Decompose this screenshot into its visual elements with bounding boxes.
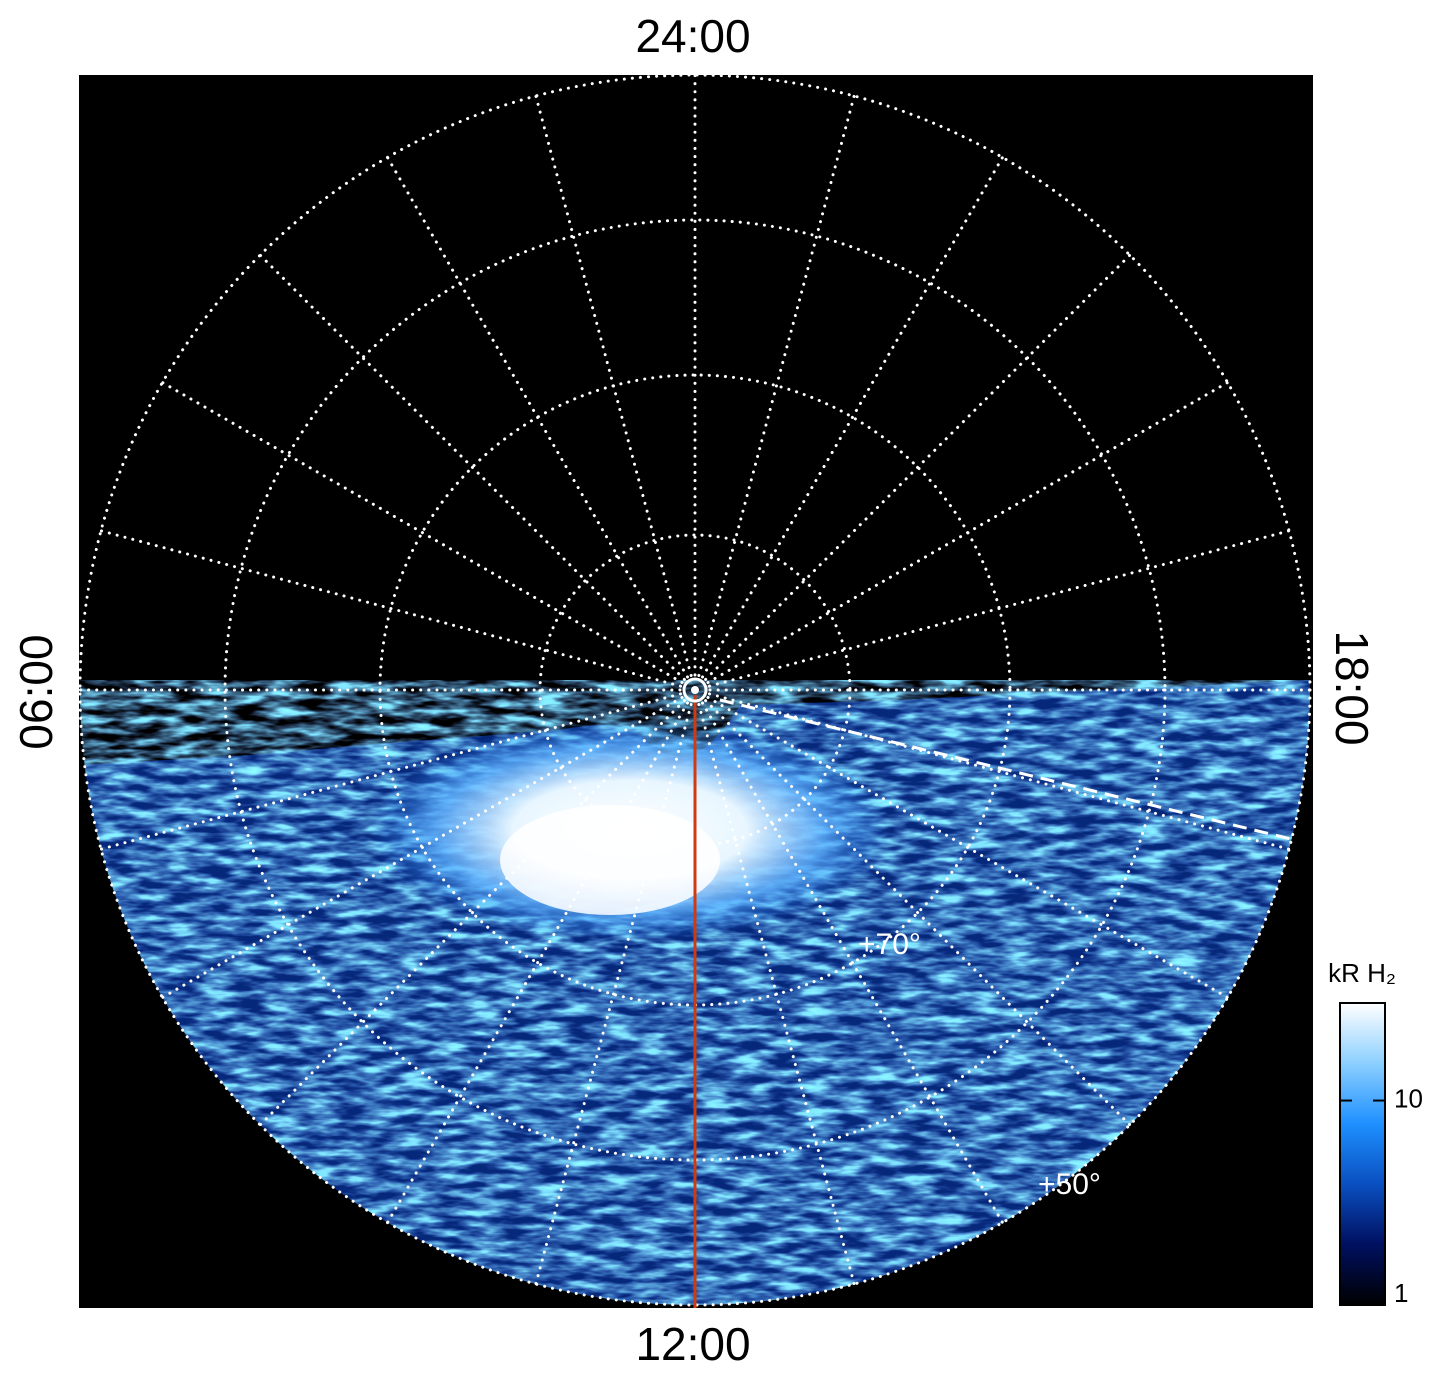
meridian [386,155,689,679]
meridian [534,94,693,678]
meridian [697,702,856,1286]
colorbar-tick-label: 10 [1394,1083,1423,1113]
meridian [704,699,1132,1127]
time-label: 12:00 [635,1318,750,1370]
meridian [99,692,683,851]
meridian [701,701,1004,1225]
meridian [160,696,684,999]
meridian [258,253,686,681]
colorbar [1339,1002,1386,1306]
meridian [534,702,693,1286]
meridian [707,692,1291,851]
meridian [706,381,1230,684]
meridian [99,529,683,688]
meridian [386,701,689,1225]
colorbar-ticks: 1 10 [1340,1083,1423,1308]
auroral-peak [500,805,720,915]
meridian [160,381,684,684]
meridian [258,699,686,1127]
time-label: 18:00 [1326,630,1378,745]
meridian [706,696,1230,999]
meridian [697,94,856,678]
colorbar-tick-label: 1 [1394,1278,1408,1308]
colorbar-label: kR H₂ [1328,958,1396,988]
latitude-label: +70° [858,928,921,961]
dashed-boundary [719,698,1296,842]
meridian [707,529,1291,688]
latitude-label: +50° [1038,1168,1101,1201]
pole-marker [682,677,708,703]
time-label: 06:00 [10,634,62,749]
time-label: 24:00 [635,10,750,62]
meridian [701,155,1004,679]
pole-dot [691,686,699,694]
emission-layer [79,75,1312,1308]
meridian [704,253,1132,681]
